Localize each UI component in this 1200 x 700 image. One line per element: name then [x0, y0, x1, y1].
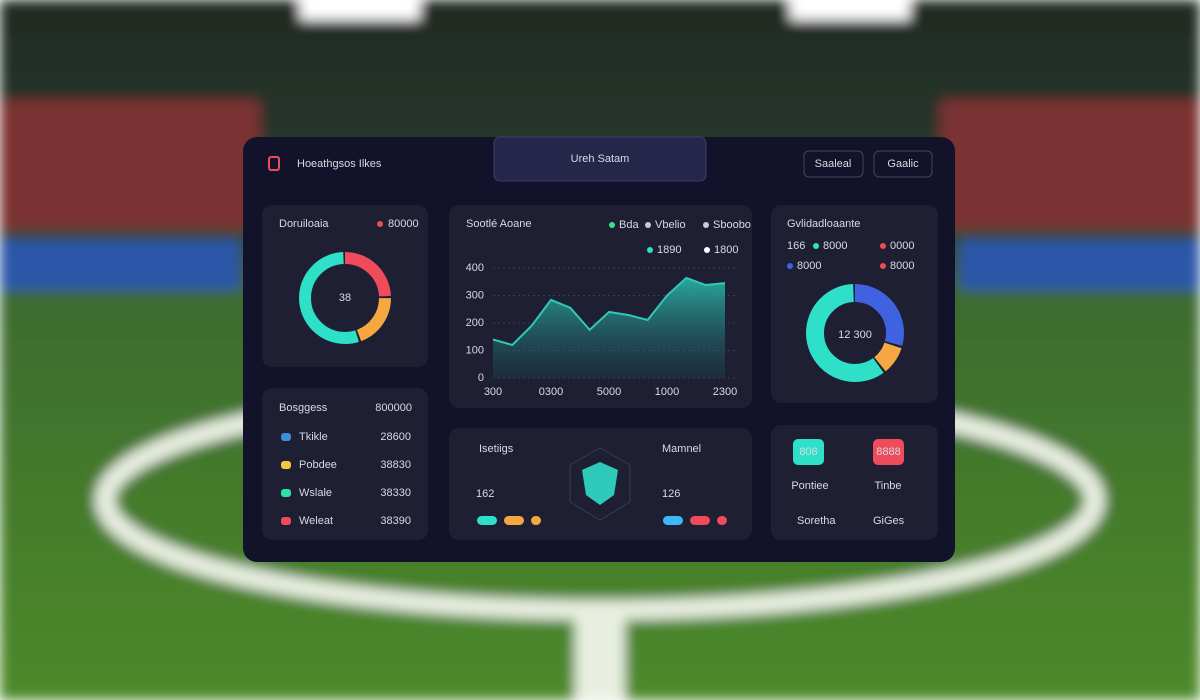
row-icon	[281, 517, 291, 525]
action-button[interactable]	[873, 439, 904, 465]
stat-value: 126	[662, 488, 680, 500]
action-button-label[interactable]: 8888	[876, 446, 900, 458]
legend-dot	[377, 221, 383, 227]
stat-title: Mamnel	[662, 443, 701, 455]
legend-label: 8000	[890, 260, 914, 272]
team-value: 166	[787, 240, 805, 252]
stat-pill	[477, 516, 497, 525]
panel-title: Bosggess	[279, 402, 328, 414]
panel	[262, 388, 428, 540]
x-tick-label: 2300	[713, 386, 737, 398]
donut-center: 38	[339, 292, 351, 304]
hex-frame	[569, 447, 631, 521]
row-icon	[281, 433, 291, 441]
row-value: 38390	[380, 515, 411, 527]
donut-segment	[806, 284, 904, 382]
x-tick-label: 5000	[597, 386, 621, 398]
donut-center: 12 300	[838, 329, 872, 341]
legend-dot	[704, 247, 710, 253]
action-label: Pontiee	[791, 480, 828, 492]
y-tick-label: 0	[478, 372, 484, 384]
row-value: 38330	[380, 487, 411, 499]
action-button[interactable]	[793, 439, 824, 465]
logo	[268, 156, 280, 171]
title: Ureh Satam	[571, 153, 630, 165]
button[interactable]	[873, 150, 933, 178]
y-tick-label: 400	[466, 262, 484, 274]
row-icon	[281, 489, 291, 497]
link[interactable]: Soretha	[797, 515, 836, 527]
button[interactable]	[803, 150, 864, 178]
legend-dot	[880, 243, 886, 249]
stat-pill	[717, 516, 727, 525]
stat-pill	[531, 516, 541, 525]
row-value: 38830	[380, 459, 411, 471]
legend-label: 0000	[890, 240, 914, 252]
panel	[262, 205, 428, 367]
legend-label: 8000	[797, 260, 821, 272]
donut-segment	[299, 252, 391, 344]
stat-pill	[663, 516, 683, 525]
legend-label: 1890	[657, 244, 681, 256]
legend-label: 8000	[823, 240, 847, 252]
row-icon	[281, 461, 291, 469]
stat-pill	[690, 516, 710, 525]
y-tick-label: 300	[466, 289, 484, 301]
title-tab	[493, 136, 707, 182]
y-tick-label: 100	[466, 344, 484, 356]
x-tick-label: 0300	[539, 386, 563, 398]
panel-note: 800000	[375, 402, 412, 414]
donut-segment	[806, 284, 904, 382]
area-line	[492, 276, 726, 347]
legend-label: 1800	[714, 244, 738, 256]
donut-segment	[299, 252, 391, 344]
panel-title: Sootlé Aoane	[466, 218, 531, 230]
action-label: Tinbe	[874, 480, 901, 492]
legend-dot	[645, 222, 651, 228]
legend-dot	[703, 222, 709, 228]
button-label[interactable]: Saaleal	[815, 158, 852, 170]
x-tick-label: 1000	[655, 386, 679, 398]
legend-dot	[609, 222, 615, 228]
area-fill	[493, 277, 725, 378]
row-value: 28600	[380, 431, 411, 443]
legend-label: Bda	[619, 219, 639, 231]
brand: Hoeathgsos Ilkes	[297, 158, 382, 170]
row-label: Tkikle	[299, 431, 328, 443]
stat-pill	[504, 516, 524, 525]
legend-dot	[647, 247, 653, 253]
legend-dot	[880, 263, 886, 269]
action-button-label[interactable]: 808	[799, 446, 817, 458]
legend-dot	[787, 263, 793, 269]
row-label: Weleat	[299, 515, 333, 527]
legend-label: Sboobo	[713, 219, 751, 231]
shield-icon	[582, 462, 618, 505]
stat-title: Isetiigs	[479, 443, 514, 455]
row-label: Pobdee	[299, 459, 337, 471]
row-label: Wslale	[299, 487, 332, 499]
legend-label: Vbelio	[655, 219, 686, 231]
link[interactable]: GiGes	[873, 515, 905, 527]
x-tick-label: 300	[484, 386, 502, 398]
y-tick-label: 200	[466, 317, 484, 329]
panel-title: Doruiloaia	[279, 218, 329, 230]
panel-title: Gvlidadloaante	[787, 218, 860, 230]
stat-value: 162	[476, 488, 494, 500]
legend-label: 80000	[388, 218, 419, 230]
button-label[interactable]: Gaalic	[887, 158, 919, 170]
legend-dot	[813, 243, 819, 249]
